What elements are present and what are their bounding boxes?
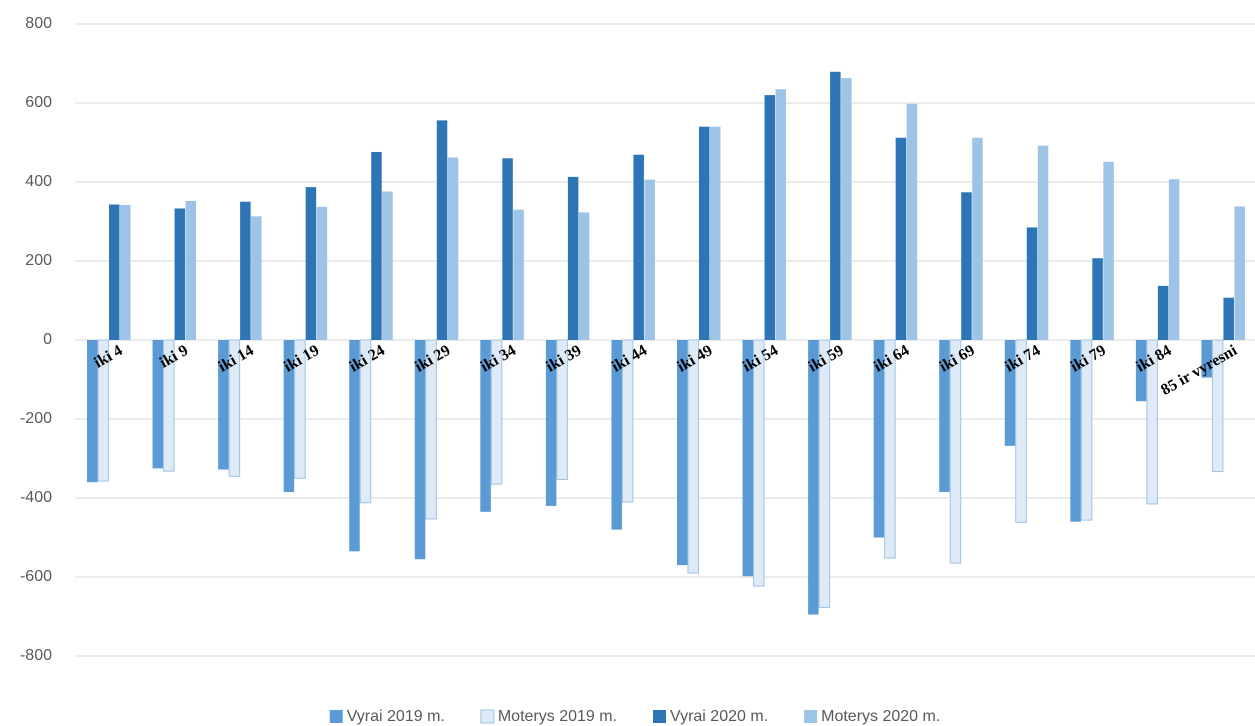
bar [1234,206,1245,340]
legend-swatch [480,709,495,724]
legend-label: Vyrai 2019 m. [347,708,445,725]
bar [1070,340,1081,522]
bar [283,340,295,493]
legend: Vyrai 2019 m. Moterys 2019 m. Vyrai 2020 m… [329,708,940,725]
bar [633,154,644,340]
y-tick-label: 0 [43,331,52,348]
bar [163,339,175,472]
bar [185,200,197,340]
bar [294,339,306,479]
bar [906,103,918,340]
bar [545,340,557,506]
bar [556,339,568,480]
bar [939,340,950,493]
bar [87,340,98,483]
bar [1146,339,1158,505]
bar [414,340,426,560]
bar [841,78,852,341]
y-tick-label: 400 [25,173,52,190]
bar [371,151,382,340]
y-tick-label: 200 [25,252,52,269]
bar [949,339,962,564]
bar [621,339,634,503]
bar [972,137,983,340]
bar [567,176,579,340]
bar [961,192,972,340]
bar [764,95,776,340]
bar [830,71,841,341]
bar [174,208,186,340]
bar [228,339,241,477]
bar [97,339,109,482]
bar [1015,339,1027,523]
y-tick-label: 600 [25,94,52,111]
bar [120,204,131,340]
bar [1135,340,1147,402]
bar [895,137,907,340]
bar [349,340,360,552]
bar [873,340,885,538]
bar [677,340,688,566]
bar [240,201,251,340]
bar [1201,340,1212,378]
legend-label: Moterys 2020 m. [821,708,940,725]
bar [251,216,262,340]
bar [305,187,317,340]
legend-swatch [329,710,343,723]
y-tick-label: 800 [25,15,52,32]
bar [1092,258,1103,340]
bar [710,126,721,340]
bar [1157,285,1169,340]
bar [775,89,787,340]
bar [1211,339,1224,473]
y-tick-label: -400 [20,489,52,506]
legend-label: Moterys 2019 m. [498,708,617,725]
bar [436,120,448,340]
bar [1037,145,1049,340]
bar [1080,339,1093,521]
bar [1004,340,1016,446]
bar [359,339,372,504]
bar [699,126,710,340]
bar [218,340,229,470]
bar [742,340,754,577]
bar [152,340,164,469]
bar [447,157,459,340]
bar [513,209,524,340]
bar [687,339,699,574]
bar [425,339,437,520]
legend-label: Vyrai 2020 m. [670,708,768,725]
legend-swatch [653,710,666,723]
bar [1168,179,1180,340]
bar [644,179,655,340]
bar [611,340,622,530]
bar [502,158,513,340]
bar [578,212,590,340]
bar [109,204,120,340]
legend-swatch [804,710,818,723]
bar [818,339,831,608]
bar [808,340,819,615]
bar [884,339,896,559]
bar [753,339,765,587]
bar [1026,227,1038,340]
y-tick-label: -600 [20,568,52,585]
bar [490,339,503,485]
y-tick-label: -800 [20,647,52,664]
bar [316,206,328,340]
bar [1223,297,1234,340]
y-tick-label: -200 [20,410,52,427]
bar [480,340,491,512]
bar [1103,161,1114,340]
bar [382,191,393,340]
